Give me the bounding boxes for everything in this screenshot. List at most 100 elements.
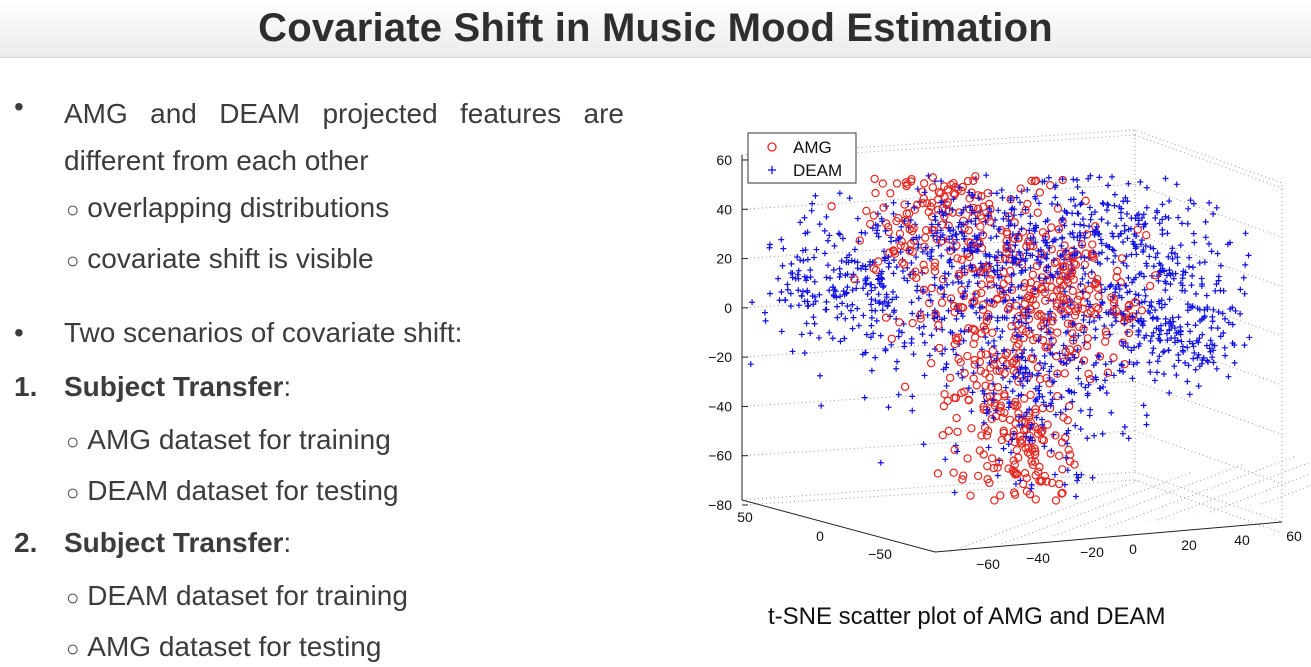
amg-point bbox=[950, 339, 960, 349]
deam-point bbox=[934, 313, 941, 320]
deam-point bbox=[976, 232, 983, 239]
deam-point bbox=[1166, 327, 1173, 334]
amg-point bbox=[1083, 334, 1093, 343]
deam-point bbox=[980, 419, 987, 426]
deam-point bbox=[813, 246, 820, 253]
deam-point bbox=[1008, 206, 1015, 213]
deam-point bbox=[986, 312, 993, 319]
deam-point bbox=[1160, 370, 1167, 377]
deam-point bbox=[931, 310, 938, 317]
deam-point bbox=[1018, 422, 1025, 429]
deam-point bbox=[1011, 212, 1018, 219]
deam-point bbox=[1025, 324, 1032, 331]
deam-point bbox=[1074, 477, 1081, 484]
deam-point bbox=[999, 264, 1006, 271]
amg-point bbox=[1025, 329, 1034, 339]
amg-point bbox=[1009, 488, 1019, 497]
deam-point bbox=[1205, 359, 1211, 366]
deam-point bbox=[982, 334, 989, 341]
grid-line bbox=[1134, 380, 1283, 435]
deam-point bbox=[1195, 383, 1202, 390]
deam-point bbox=[933, 230, 940, 237]
deam-point bbox=[1217, 333, 1224, 340]
deam-point bbox=[1214, 250, 1221, 257]
deam-point bbox=[1010, 296, 1017, 303]
amg-point bbox=[985, 392, 995, 401]
amg-point bbox=[1101, 327, 1111, 336]
deam-point bbox=[1140, 402, 1147, 409]
deam-point bbox=[1006, 398, 1013, 405]
deam-point bbox=[1082, 384, 1089, 391]
y-tick-label: −50 bbox=[868, 546, 892, 562]
deam-point bbox=[1140, 317, 1147, 324]
deam-point bbox=[1143, 262, 1150, 269]
amg-point bbox=[1053, 328, 1062, 337]
deam-point bbox=[986, 205, 993, 212]
deam-point bbox=[1012, 255, 1019, 262]
amg-point bbox=[1031, 408, 1040, 417]
deam-point bbox=[789, 274, 796, 281]
amg-point bbox=[1057, 489, 1066, 498]
deam-point bbox=[804, 298, 811, 305]
deam-point bbox=[805, 302, 812, 309]
amg-point bbox=[1000, 390, 1009, 399]
deam-point bbox=[987, 235, 994, 242]
amg-point bbox=[937, 298, 947, 307]
deam-point bbox=[804, 289, 811, 296]
deam-point bbox=[969, 248, 976, 255]
deam-point bbox=[860, 312, 867, 319]
deam-point bbox=[1180, 268, 1187, 275]
deam-point bbox=[1186, 338, 1193, 345]
deam-point bbox=[795, 287, 802, 294]
amg-point bbox=[1028, 270, 1038, 279]
deam-point bbox=[1162, 287, 1169, 294]
deam-point bbox=[1184, 220, 1191, 227]
deam-point bbox=[810, 301, 817, 308]
deam-point bbox=[1048, 363, 1055, 370]
amg-point bbox=[1048, 317, 1057, 326]
deam-point bbox=[1154, 250, 1161, 257]
deam-point bbox=[986, 260, 993, 267]
amg-point bbox=[1069, 336, 1078, 345]
deam-point bbox=[1103, 242, 1110, 249]
deam-point bbox=[1000, 445, 1007, 452]
deam-point bbox=[959, 313, 966, 320]
deam-point bbox=[926, 255, 933, 262]
deam-point bbox=[1039, 421, 1046, 428]
deam-point bbox=[821, 227, 828, 234]
amg-point bbox=[1043, 265, 1052, 274]
deam-point bbox=[853, 285, 860, 292]
deam-point bbox=[1092, 374, 1099, 381]
deam-point bbox=[974, 248, 981, 255]
deam-point bbox=[1079, 288, 1086, 295]
deam-point bbox=[1071, 245, 1078, 252]
amg-point bbox=[1052, 299, 1062, 308]
grid-line bbox=[1209, 473, 1311, 513]
amg-point bbox=[1093, 283, 1103, 293]
amg-point bbox=[922, 199, 932, 208]
deam-point bbox=[1026, 227, 1033, 234]
deam-point bbox=[1077, 426, 1084, 433]
deam-point bbox=[862, 277, 869, 284]
deam-point bbox=[1177, 331, 1184, 338]
deam-point bbox=[1190, 200, 1197, 207]
deam-point bbox=[1090, 249, 1097, 256]
deam-point bbox=[1027, 213, 1034, 220]
deam-point bbox=[810, 314, 817, 321]
deam-point bbox=[1191, 349, 1198, 356]
deam-point bbox=[1178, 338, 1185, 345]
deam-point bbox=[1002, 297, 1009, 304]
z-tick-label: −20 bbox=[708, 349, 732, 365]
deam-point bbox=[962, 288, 969, 295]
deam-point bbox=[1012, 256, 1019, 263]
deam-point bbox=[932, 345, 939, 352]
amg-point bbox=[1091, 303, 1101, 312]
amg-point bbox=[1018, 227, 1028, 236]
deam-point bbox=[1113, 223, 1120, 230]
amg-point bbox=[1117, 254, 1127, 263]
deam-point bbox=[996, 226, 1003, 233]
deam-point bbox=[1166, 198, 1173, 205]
deam-point bbox=[747, 361, 754, 368]
deam-point bbox=[1201, 259, 1208, 266]
deam-point bbox=[1014, 354, 1021, 361]
